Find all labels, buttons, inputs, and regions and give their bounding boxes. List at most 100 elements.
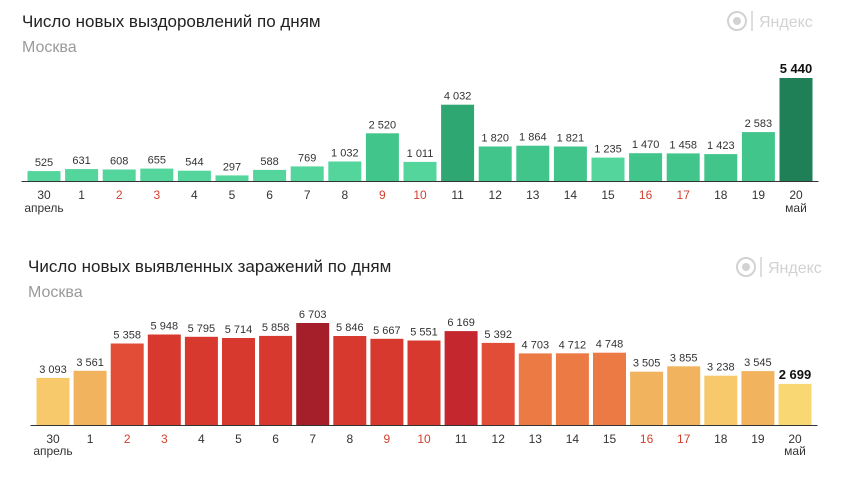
bar — [370, 338, 404, 425]
brand-name: Яндекс — [768, 260, 822, 277]
x-tick-label: 19 — [751, 432, 765, 446]
value-label: 5 714 — [225, 324, 253, 336]
bar — [290, 166, 324, 181]
value-label: 1 864 — [519, 132, 547, 144]
bar — [27, 171, 61, 181]
bar — [481, 342, 515, 425]
bar — [441, 104, 475, 181]
x-tick-label: 15 — [601, 188, 615, 202]
bar — [140, 168, 174, 181]
value-label: 5 358 — [113, 330, 141, 342]
bar — [591, 157, 625, 181]
value-label: 3 238 — [707, 362, 735, 374]
bar — [741, 371, 775, 425]
bar — [296, 323, 330, 425]
bar — [403, 161, 437, 181]
x-tick-label: 20 — [788, 432, 802, 446]
x-tick-label: 18 — [714, 432, 728, 446]
bar — [704, 375, 738, 425]
bar — [779, 78, 813, 181]
x-tick-label: 20 — [789, 188, 803, 202]
bar — [553, 146, 587, 181]
month-label: апрель — [33, 444, 72, 458]
x-tick-label: 9 — [379, 188, 386, 202]
x-tick-label: 5 — [235, 432, 242, 446]
bar — [365, 133, 399, 181]
value-label: 1 235 — [594, 144, 622, 156]
x-tick-label: 5 — [229, 188, 236, 202]
value-label: 608 — [110, 156, 128, 168]
bar — [110, 343, 144, 425]
x-tick-label: 17 — [677, 188, 691, 202]
bar — [177, 170, 211, 181]
bar — [478, 146, 512, 181]
value-label: 588 — [260, 156, 278, 168]
x-tick-label: 1 — [87, 432, 94, 446]
bar — [666, 153, 700, 181]
month-label: апрель — [24, 201, 63, 215]
value-label: 631 — [72, 155, 90, 167]
bar — [259, 335, 293, 425]
x-tick-label: 14 — [566, 432, 580, 446]
x-tick-label: 13 — [526, 188, 540, 202]
x-tick-label: 7 — [304, 188, 311, 202]
bar — [328, 161, 362, 181]
brand-logo: Яндекс — [736, 257, 822, 277]
value-label: 1 032 — [331, 148, 359, 160]
value-label: 6 169 — [447, 317, 475, 329]
value-label: 1 470 — [632, 139, 660, 151]
bar — [147, 334, 181, 425]
x-tick-label: 9 — [384, 432, 391, 446]
x-tick-label: 1 — [78, 188, 85, 202]
value-label: 5 795 — [188, 323, 216, 335]
value-label: 544 — [185, 157, 203, 169]
x-tick-label: 3 — [153, 188, 160, 202]
bar — [630, 371, 664, 425]
value-label: 4 748 — [596, 339, 624, 351]
chart-subtitle: Москва — [28, 284, 83, 301]
value-label: 2 520 — [369, 119, 397, 131]
value-label: 1 820 — [481, 133, 509, 145]
month-label: май — [785, 201, 807, 215]
bar — [741, 132, 775, 181]
bar — [215, 175, 249, 181]
x-tick-label: 12 — [492, 432, 506, 446]
x-tick-label: 3 — [161, 432, 168, 446]
x-tick-label: 8 — [346, 432, 353, 446]
bar — [593, 352, 626, 425]
month-label: май — [784, 444, 806, 458]
value-label: 3 561 — [76, 357, 104, 369]
value-label: 3 855 — [670, 352, 698, 364]
infections-chart: 3 093 30 3 561 1 5 358 2 5 948 3 5 795 4 5 714 5 5 8… — [30, 309, 818, 458]
x-tick-label: 2 — [124, 432, 131, 446]
bar — [73, 370, 107, 425]
value-label: 5 440 — [780, 61, 813, 76]
bar — [102, 169, 136, 181]
value-label: 1 458 — [669, 139, 697, 151]
yandex-logo-icon — [727, 11, 747, 31]
x-tick-label: 13 — [529, 432, 543, 446]
value-label: 1 821 — [557, 133, 585, 145]
x-tick-label: 11 — [455, 432, 468, 446]
bar — [253, 169, 287, 181]
chart-title: Число новых выздоровлений по дням — [22, 12, 321, 31]
x-tick-label: 15 — [603, 432, 617, 446]
bar — [333, 336, 367, 425]
value-label: 6 703 — [299, 309, 327, 321]
x-tick-label: 18 — [714, 188, 728, 202]
value-label: 655 — [148, 155, 166, 167]
value-label: 5 392 — [484, 329, 512, 341]
x-tick-label: 4 — [191, 188, 198, 202]
bar — [629, 153, 663, 181]
value-label: 3 545 — [744, 357, 772, 369]
x-tick-label: 14 — [564, 188, 578, 202]
brand-name: Яндекс — [759, 14, 813, 31]
value-label: 769 — [298, 152, 316, 164]
bar — [704, 154, 738, 181]
value-label: 525 — [35, 157, 53, 169]
value-label: 5 948 — [151, 321, 179, 333]
bar — [516, 145, 550, 181]
x-tick-label: 12 — [489, 188, 503, 202]
value-label: 4 703 — [522, 339, 550, 351]
